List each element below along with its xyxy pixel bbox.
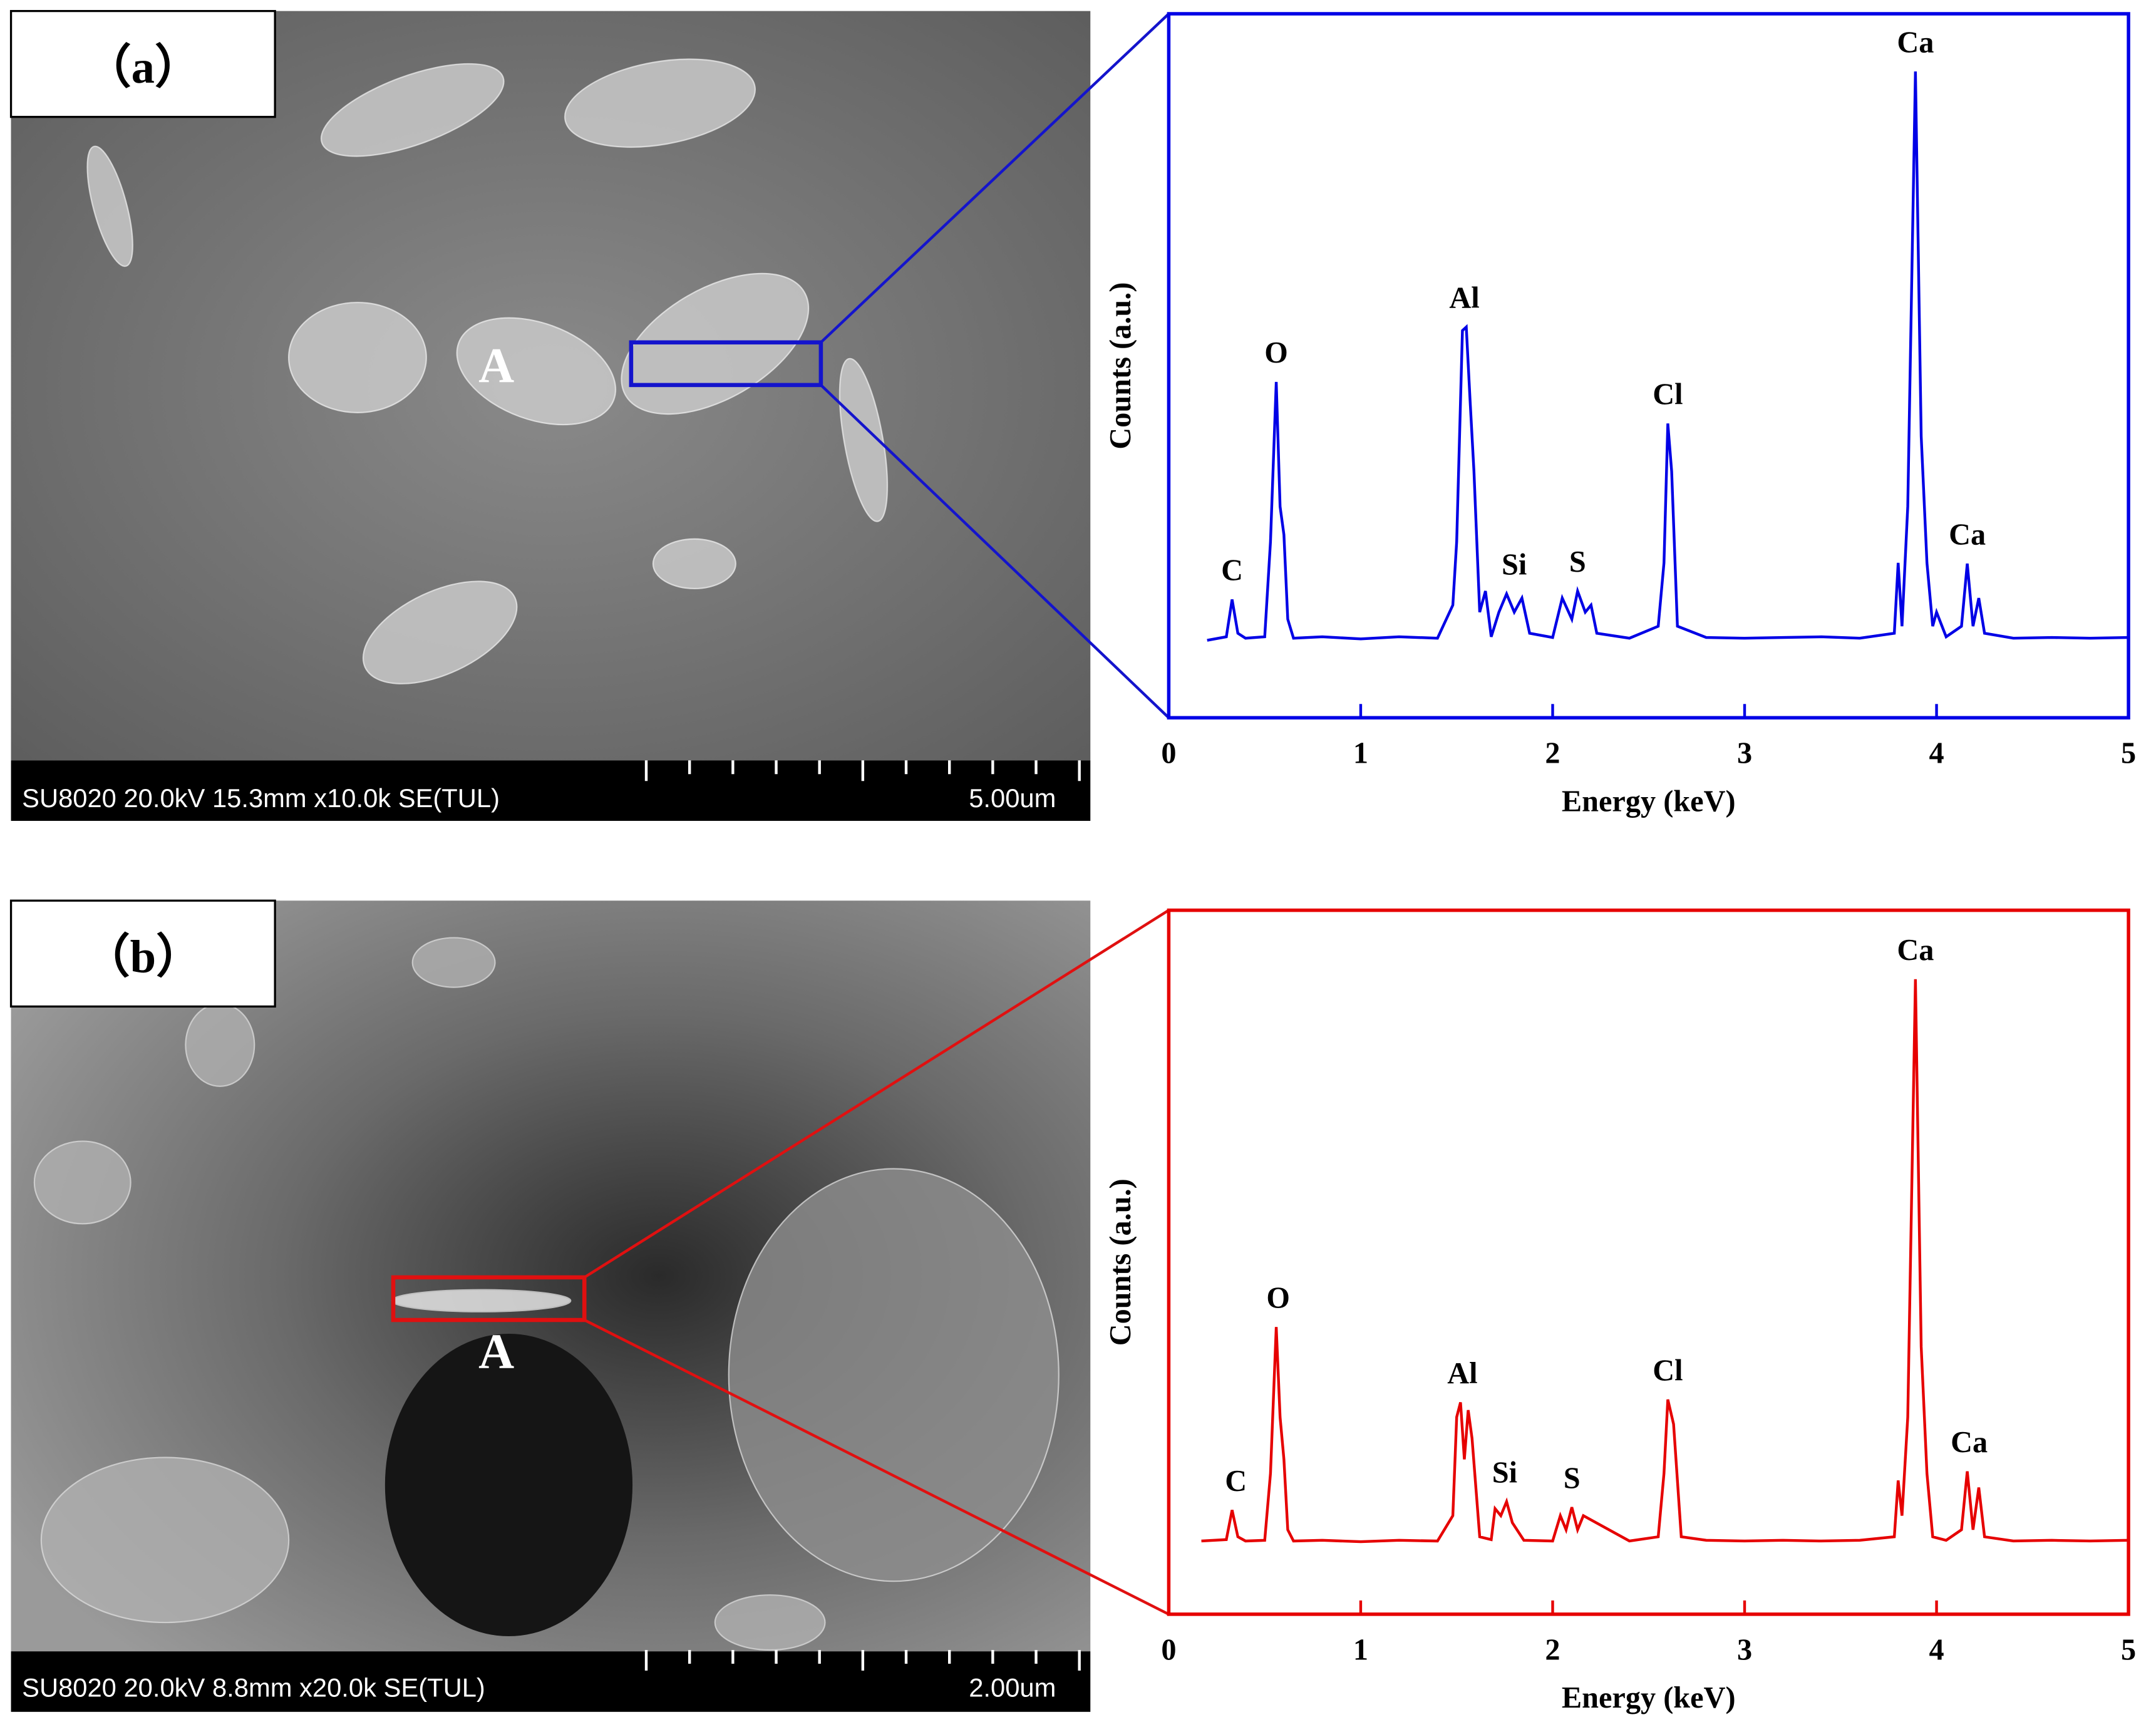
x-tick-label: 1 [1353, 1633, 1368, 1666]
plot-frame [1167, 908, 2130, 1616]
peak-label: O [1266, 1281, 1290, 1314]
peak-label: Cl [1653, 378, 1683, 411]
x-tick-label: 2 [1545, 737, 1560, 770]
x-axis-title: Energy (keV) [1562, 1681, 1736, 1714]
micrograph-info: SU8020 20.0kV 15.3mm x10.0k SE(TUL) [22, 783, 500, 813]
y-axis-title: Counts (a.u.) [1104, 1178, 1137, 1346]
peak-label: O [1264, 336, 1288, 369]
y-axis-title: Counts (a.u.) [1104, 282, 1137, 450]
spectrum-line [1201, 979, 2129, 1544]
micrograph-a [9, 9, 1170, 821]
peak-label: Ca [1951, 1426, 1988, 1459]
micrograph-b [9, 899, 1170, 1712]
peak-label: Si [1502, 549, 1527, 582]
peak-label: Cl [1653, 1354, 1683, 1387]
x-tick-label: 0 [1161, 737, 1176, 770]
x-tick-label: 3 [1737, 737, 1752, 770]
x-tick-label: 2 [1545, 1633, 1560, 1666]
peak-label: C [1225, 1465, 1247, 1498]
x-axis-title: Energy (keV) [1562, 785, 1736, 818]
peak-label: Ca [1897, 26, 1934, 59]
plot-frame [1167, 12, 2130, 719]
x-tick-label: 5 [2121, 1633, 2136, 1666]
x-tick-label: 0 [1161, 1633, 1176, 1666]
x-tick-label: 3 [1737, 1633, 1752, 1666]
scale-bar-label: 2.00um [969, 1673, 1056, 1703]
peak-label: Al [1449, 282, 1479, 315]
x-tick-label: 5 [2121, 737, 2136, 770]
peak-label: Ca [1949, 518, 1986, 551]
peak-label: S [1564, 1462, 1581, 1495]
peak-label: C [1221, 554, 1243, 587]
scale-bar-label: 5.00um [969, 783, 1056, 813]
micrograph-info: SU8020 20.0kV 8.8mm x20.0k SE(TUL) [22, 1673, 485, 1703]
peak-label: Al [1447, 1357, 1477, 1390]
region-marker: A [478, 339, 514, 393]
panel-label: （a） [85, 41, 202, 93]
panel-label: （b） [83, 931, 203, 982]
region-marker: A [478, 1325, 514, 1379]
peak-label: Ca [1897, 934, 1934, 967]
spectrum-line [1207, 71, 2129, 642]
peak-label: Si [1492, 1456, 1517, 1489]
x-tick-label: 1 [1353, 737, 1368, 770]
x-tick-label: 4 [1929, 737, 1944, 770]
x-tick-label: 4 [1929, 1633, 1944, 1666]
peak-label: S [1569, 545, 1586, 579]
